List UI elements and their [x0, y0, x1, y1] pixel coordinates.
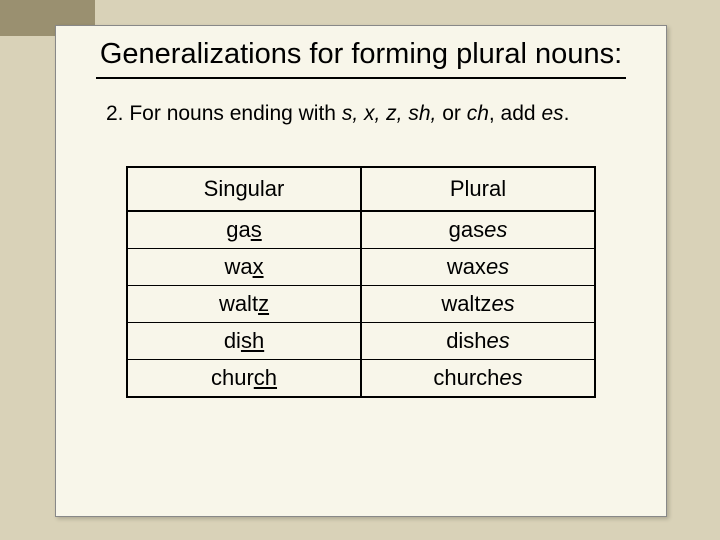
cell-singular: waltz	[127, 285, 361, 322]
plural-stem: church	[433, 365, 499, 390]
singular-ending: s	[251, 217, 262, 242]
cell-plural: waltzes	[361, 285, 595, 322]
cell-plural: churches	[361, 359, 595, 397]
cell-singular: wax	[127, 248, 361, 285]
slide-container: Generalizations for forming plural nouns…	[55, 25, 667, 517]
rule-letters-2: ch	[467, 102, 489, 125]
plural-stem: waltz	[441, 291, 491, 316]
plural-suffix: es	[491, 291, 514, 316]
singular-stem: di	[224, 328, 241, 353]
table-row: wax waxes	[127, 248, 595, 285]
table-row: church churches	[127, 359, 595, 397]
slide-title: Generalizations for forming plural nouns…	[56, 26, 666, 75]
singular-stem: walt	[219, 291, 258, 316]
plural-stem: wax	[447, 254, 486, 279]
rule-or: or	[436, 102, 466, 125]
cell-plural: gases	[361, 211, 595, 249]
table-row: gas gases	[127, 211, 595, 249]
singular-ending: z	[258, 291, 269, 316]
cell-singular: dish	[127, 322, 361, 359]
cell-plural: waxes	[361, 248, 595, 285]
table-row: waltz waltzes	[127, 285, 595, 322]
table-row: dish dishes	[127, 322, 595, 359]
singular-ending: sh	[241, 328, 264, 353]
plural-stem: gas	[449, 217, 484, 242]
rule-add: es	[541, 102, 563, 125]
header-singular: Singular	[127, 167, 361, 211]
plural-suffix: es	[486, 254, 509, 279]
noun-table: Singular Plural gas gases wax waxes walt…	[126, 166, 596, 398]
singular-stem: ga	[226, 217, 250, 242]
noun-table-wrap: Singular Plural gas gases wax waxes walt…	[126, 166, 596, 398]
header-plural: Plural	[361, 167, 595, 211]
cell-singular: gas	[127, 211, 361, 249]
plural-suffix: es	[499, 365, 522, 390]
singular-stem: wa	[224, 254, 252, 279]
plural-suffix: es	[484, 217, 507, 242]
singular-ending: ch	[254, 365, 277, 390]
cell-singular: church	[127, 359, 361, 397]
rule-letters: s, x, z, sh,	[342, 102, 437, 125]
cell-plural: dishes	[361, 322, 595, 359]
singular-stem: chur	[211, 365, 254, 390]
rule-number: 2.	[106, 102, 124, 125]
rule-prefix: For nouns ending with	[129, 102, 341, 125]
table-header-row: Singular Plural	[127, 167, 595, 211]
plural-stem: dish	[446, 328, 486, 353]
rule-text: 2. For nouns ending with s, x, z, sh, or…	[56, 79, 666, 137]
plural-suffix: es	[487, 328, 510, 353]
rule-period: .	[564, 102, 570, 125]
rule-suffix: , add	[489, 102, 542, 125]
singular-ending: x	[253, 254, 264, 279]
